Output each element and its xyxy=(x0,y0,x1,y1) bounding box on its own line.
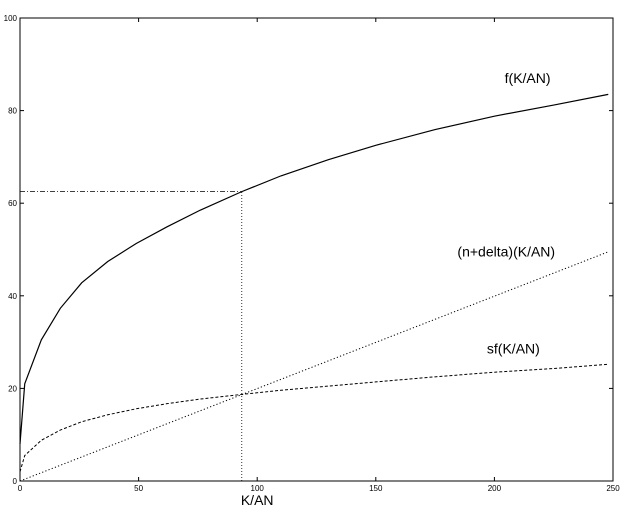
series-line-2 xyxy=(19,363,609,472)
x-tick-label: 250 xyxy=(606,484,620,493)
x-axis-label: K/AN xyxy=(241,492,274,508)
y-tick-label: 0 xyxy=(13,477,18,486)
y-tick-label: 80 xyxy=(8,107,17,116)
x-tick-label: 200 xyxy=(488,484,502,493)
y-tick-label: 20 xyxy=(8,384,17,393)
x-tick-label: 150 xyxy=(369,484,383,493)
x-tick-label: 0 xyxy=(18,484,23,493)
y-tick-label: 40 xyxy=(8,292,17,301)
curve-labels: f(K/AN) (n+delta)(K/AN) sf(K/AN) xyxy=(457,70,555,357)
curve-label-0: f(K/AN) xyxy=(505,70,551,86)
curve-label-1: (n+delta)(K/AN) xyxy=(457,243,555,259)
y-tick-label: 60 xyxy=(8,199,17,208)
series-group xyxy=(19,93,609,482)
axis-ticks: 0 50 100 150 200 250 0 20 40 60 80 100 xyxy=(4,14,621,493)
curve-label-2: sf(K/AN) xyxy=(487,341,540,357)
x-tick-label: 50 xyxy=(134,484,143,493)
series-line-1 xyxy=(19,251,609,482)
y-tick-label: 100 xyxy=(4,14,18,23)
x-tick-label: 100 xyxy=(251,484,265,493)
plot-frame xyxy=(19,17,614,482)
series-line-0 xyxy=(19,93,609,445)
reference-lines xyxy=(20,191,243,481)
